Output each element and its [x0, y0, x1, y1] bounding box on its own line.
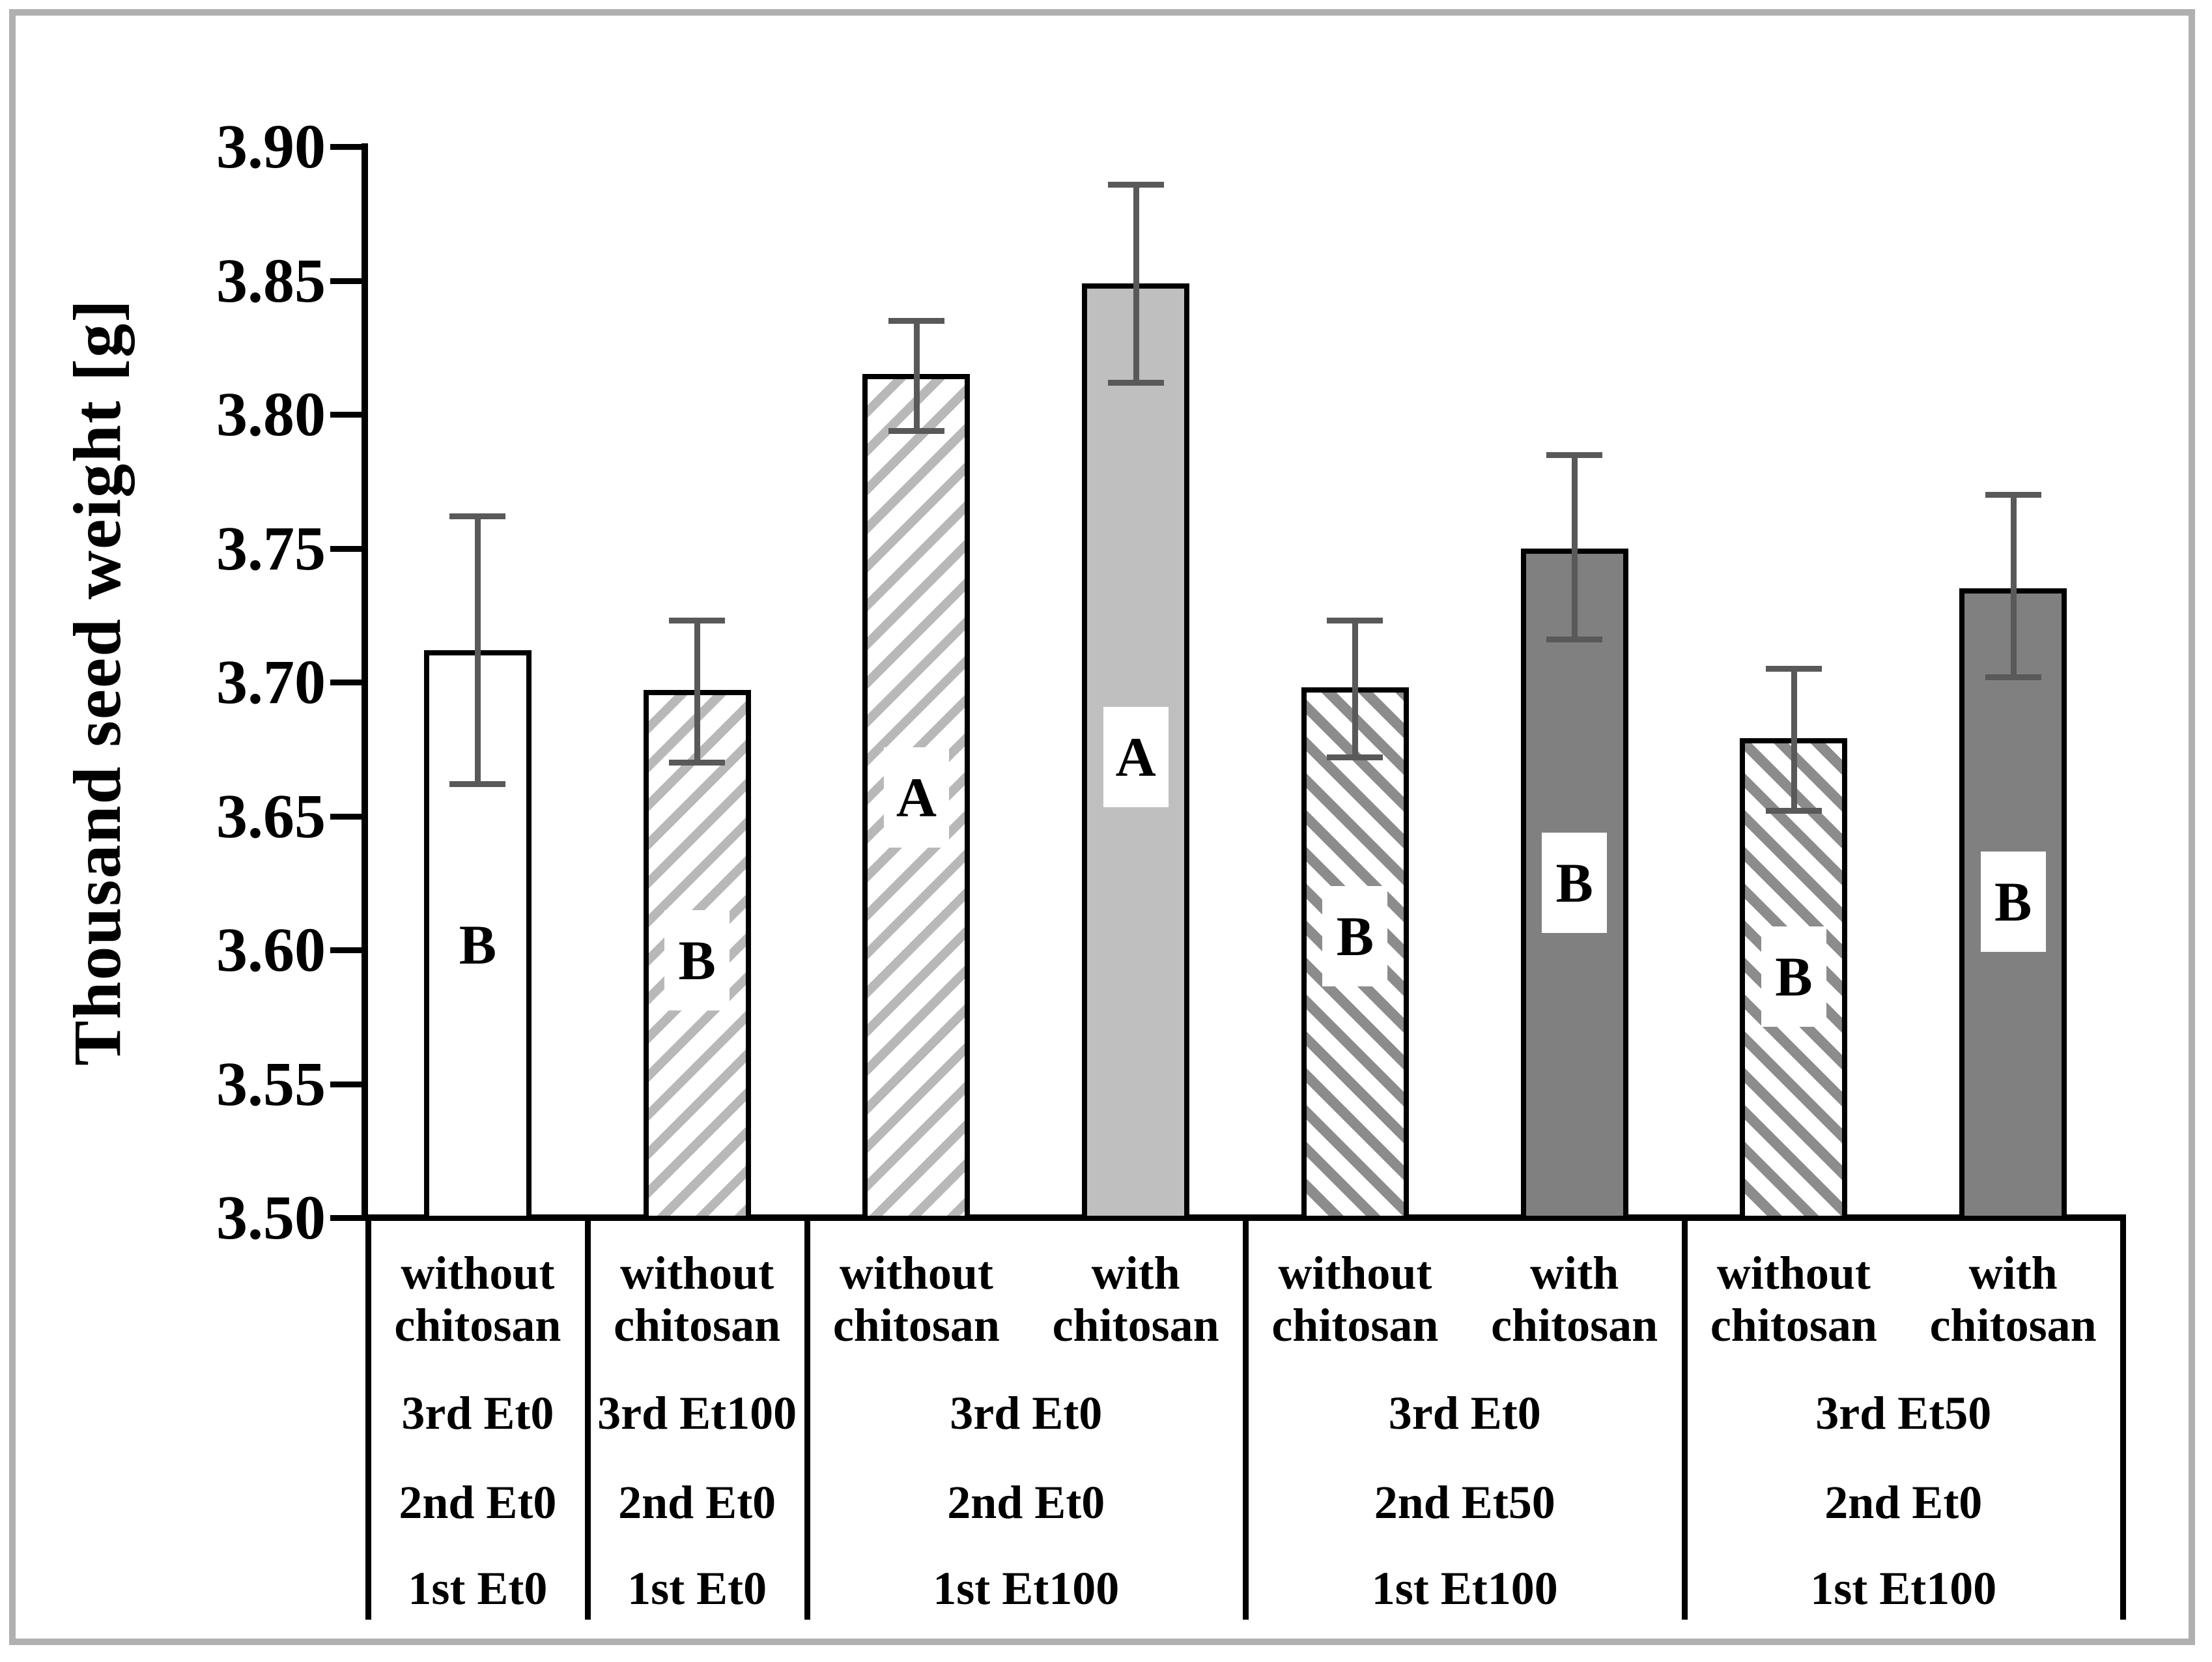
y-axis-line — [362, 143, 368, 1221]
error-bar-cap-top — [449, 513, 506, 520]
y-tick-label: 3.50 — [216, 1182, 326, 1252]
significance-letter: A — [883, 747, 949, 848]
column-separator — [584, 1214, 591, 1620]
error-bar-line — [1572, 454, 1578, 640]
group-treatment-label: 2nd Et0 — [1824, 1476, 1983, 1528]
error-bar-line — [475, 516, 481, 784]
group-treatment-label: 3rd Et0 — [401, 1387, 554, 1439]
error-bar-cap-bottom — [449, 781, 506, 788]
significance-letter: A — [1103, 707, 1169, 808]
group-chitosan-label: without chitosan — [832, 1247, 1000, 1351]
group-treatment-label: 3rd Et0 — [950, 1387, 1103, 1439]
error-bar-cap-bottom — [1107, 379, 1164, 386]
y-tick-label: 3.85 — [216, 245, 326, 315]
error-bar-cap-bottom — [888, 427, 944, 434]
error-bar-line — [1352, 620, 1359, 758]
figure-border — [9, 9, 2195, 1645]
group-chitosan-label: without chitosan — [1710, 1247, 1877, 1351]
error-bar-line — [913, 321, 920, 431]
group-treatment-label: 1st Et0 — [627, 1562, 767, 1614]
error-bar-line — [2010, 494, 2017, 677]
error-bar-cap-top — [1107, 181, 1164, 188]
y-tick — [330, 545, 362, 552]
group-chitosan-label: without chitosan — [394, 1247, 561, 1351]
error-bar-cap-top — [669, 618, 726, 624]
y-tick-label: 3.80 — [216, 379, 326, 449]
group-treatment-label: 1st Et100 — [1371, 1562, 1558, 1614]
group-treatment-label: 3rd Et50 — [1815, 1387, 1992, 1439]
y-tick-label: 3.90 — [216, 111, 326, 181]
error-bar-cap-bottom — [1546, 637, 1603, 643]
group-chitosan-label: with chitosan — [1052, 1247, 1219, 1351]
group-treatment-label: 3rd Et0 — [1388, 1387, 1541, 1439]
error-bar-cap-top — [888, 318, 944, 324]
significance-letter: B — [664, 910, 730, 1011]
column-separator — [804, 1214, 810, 1620]
y-tick-label: 3.75 — [216, 513, 326, 583]
group-treatment-label: 2nd Et0 — [947, 1476, 1105, 1528]
x-axis-line — [362, 1214, 2123, 1221]
y-tick — [330, 278, 362, 284]
y-tick — [330, 1215, 362, 1221]
column-separator — [1681, 1214, 1688, 1620]
group-treatment-label: 1st Et100 — [1810, 1562, 1997, 1614]
group-chitosan-label: with chitosan — [1929, 1247, 2097, 1351]
error-bar-line — [694, 620, 701, 763]
error-bar-cap-bottom — [1765, 808, 1822, 814]
error-bar-cap-bottom — [1985, 674, 2041, 680]
y-tick — [330, 1081, 362, 1087]
group-treatment-label: 2nd Et50 — [1374, 1476, 1555, 1528]
group-treatment-label: 3rd Et100 — [597, 1387, 797, 1439]
group-treatment-label: 2nd Et0 — [618, 1476, 776, 1528]
error-bar-cap-top — [1765, 666, 1822, 672]
group-chitosan-label: without chitosan — [614, 1247, 781, 1351]
y-tick — [330, 680, 362, 685]
group-treatment-label: 2nd Et0 — [399, 1476, 557, 1528]
y-tick-label: 3.60 — [216, 915, 326, 984]
significance-letter: B — [445, 894, 511, 995]
significance-letter: B — [1542, 833, 1608, 934]
group-treatment-label: 1st Et0 — [408, 1562, 548, 1614]
significance-letter: B — [1322, 886, 1388, 987]
y-tick — [330, 947, 362, 953]
group-chitosan-label: without chitosan — [1271, 1247, 1439, 1351]
error-bar-cap-top — [1546, 451, 1603, 458]
column-separator — [2120, 1214, 2126, 1620]
group-treatment-label: 1st Et100 — [933, 1562, 1120, 1614]
significance-letter: B — [1761, 926, 1826, 1027]
error-bar-cap-top — [1327, 618, 1383, 624]
y-tick-label: 3.70 — [216, 647, 326, 717]
error-bar-cap-top — [1985, 492, 2041, 498]
bar — [643, 690, 751, 1221]
y-tick — [330, 412, 362, 418]
y-tick — [330, 144, 362, 150]
error-bar-cap-bottom — [1327, 754, 1383, 761]
column-separator — [1243, 1214, 1249, 1620]
significance-letter: B — [1980, 852, 2046, 953]
y-tick-label: 3.55 — [216, 1048, 326, 1119]
y-tick — [330, 813, 362, 820]
column-separator — [365, 1214, 371, 1620]
y-tick-label: 3.65 — [216, 781, 326, 851]
error-bar-cap-bottom — [669, 760, 726, 766]
group-chitosan-label: with chitosan — [1491, 1247, 1658, 1351]
error-bar-line — [1791, 668, 1797, 811]
error-bar-line — [1133, 184, 1139, 382]
